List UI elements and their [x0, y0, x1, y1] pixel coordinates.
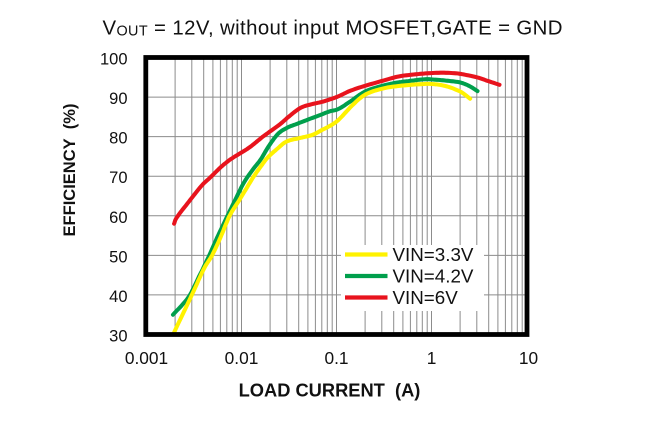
svg-text:VIN=3.3V: VIN=3.3V — [393, 244, 474, 265]
svg-text:60: 60 — [109, 209, 127, 227]
svg-text:VIN=4.2V: VIN=4.2V — [393, 266, 474, 287]
svg-text:0.001: 0.001 — [125, 348, 168, 368]
svg-text:0.01: 0.01 — [225, 348, 259, 368]
svg-text:EFFICIENCY (%): EFFICIENCY (%) — [61, 104, 79, 237]
svg-text:VOUT = 12V, without input MOSF: VOUT = 12V, without input MOSFET,GATE = … — [103, 18, 563, 40]
svg-text:50: 50 — [109, 248, 127, 266]
svg-text:30: 30 — [109, 328, 127, 346]
svg-text:VIN=6V: VIN=6V — [393, 287, 459, 308]
svg-text:0.1: 0.1 — [324, 348, 348, 368]
svg-text:LOAD CURRENT (A): LOAD CURRENT (A) — [239, 380, 421, 401]
svg-text:80: 80 — [109, 130, 127, 148]
svg-text:40: 40 — [109, 288, 127, 306]
svg-text:1: 1 — [427, 348, 437, 368]
svg-text:100: 100 — [100, 51, 128, 69]
svg-text:10: 10 — [519, 348, 538, 368]
svg-text:70: 70 — [109, 169, 127, 187]
svg-text:90: 90 — [109, 90, 127, 108]
